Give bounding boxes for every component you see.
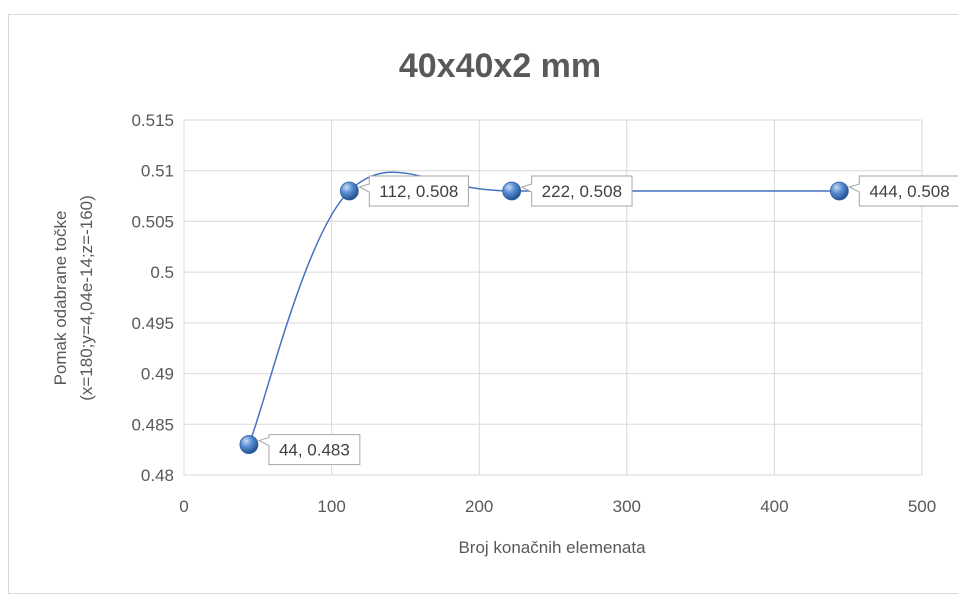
series-line (248, 171, 840, 445)
y-axis-title-line2: (x=180;y=4,04e-14;z=-160) (77, 195, 96, 401)
data-label: 444, 0.508 (847, 175, 958, 207)
x-tick-labels: 0 100 200 300 400 500 (179, 497, 936, 516)
data-point-marker (339, 181, 359, 201)
y-tick-label: 0.505 (131, 212, 174, 231)
grid-layer (183, 119, 923, 476)
y-tick-label: 0.495 (131, 314, 174, 333)
x-axis-title: Broj konačnih elemenata (458, 538, 646, 557)
y-tick-label: 0.515 (131, 111, 174, 130)
data-label-text: 444, 0.508 (869, 182, 949, 201)
y-tick-label: 0.5 (150, 263, 174, 282)
data-label: 222, 0.508 (520, 175, 633, 207)
data-label-text: 44, 0.483 (279, 441, 350, 460)
y-tick-labels: 0.48 0.485 0.49 0.495 0.5 0.505 0.51 0.515 (131, 111, 174, 485)
y-axis-title-line1: Pomak odabrane točke (51, 211, 70, 386)
x-tick-label: 300 (613, 497, 641, 516)
data-label: 112, 0.508 (357, 175, 469, 207)
data-label: 44, 0.483 (257, 434, 361, 466)
chart-title: 40x40x2 mm (399, 47, 601, 85)
data-label-text: 112, 0.508 (379, 182, 458, 201)
x-tick-label: 500 (908, 497, 936, 516)
x-tick-label: 0 (179, 497, 188, 516)
data-point-marker (829, 181, 849, 201)
y-tick-label: 0.48 (141, 466, 174, 485)
x-tick-label: 100 (317, 497, 345, 516)
data-label-text: 222, 0.508 (542, 182, 622, 201)
data-point-marker (502, 181, 522, 201)
y-tick-label: 0.51 (141, 162, 174, 181)
x-tick-label: 400 (760, 497, 788, 516)
data-label-box (257, 434, 361, 466)
y-tick-label: 0.485 (131, 415, 174, 434)
data-point-marker (239, 435, 259, 454)
marker-layer (239, 181, 849, 454)
data-label-box (520, 175, 633, 207)
data-label-box (847, 175, 958, 207)
data-label-box (357, 175, 469, 207)
y-tick-label: 0.49 (141, 365, 174, 384)
data-label-layer: 44, 0.483 112, 0.508 222, 0.508 444, 0.508 (257, 175, 958, 466)
x-tick-label: 200 (465, 497, 493, 516)
